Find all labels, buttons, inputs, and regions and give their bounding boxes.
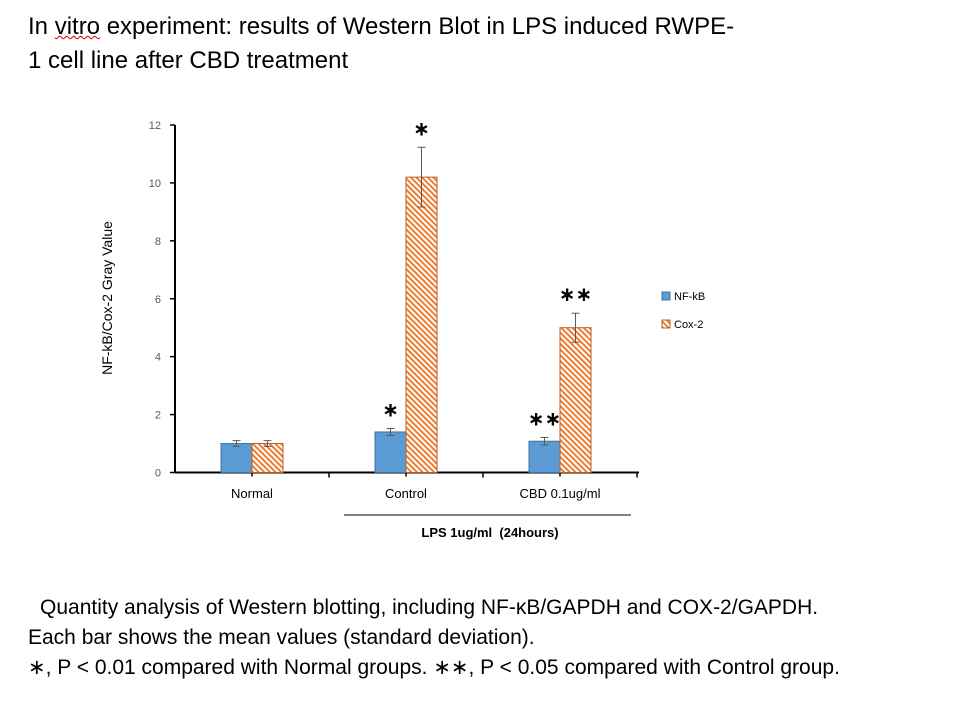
title-line-2: 1 cell line after CBD treatment bbox=[28, 47, 349, 74]
legend-swatch bbox=[661, 319, 671, 329]
y-tick-label: 6 bbox=[155, 294, 161, 306]
significance-marker: ∗∗ bbox=[528, 406, 562, 430]
bar-nf-kb bbox=[374, 431, 407, 474]
caption-line-3: ∗, P < 0.01 compared with Normal groups.… bbox=[28, 656, 840, 679]
y-axis-label: NF-kB/Cox-2 Gray Value bbox=[99, 221, 115, 375]
legend-swatch bbox=[661, 291, 671, 301]
x-tick-label: Control bbox=[385, 486, 427, 501]
caption-line-1: Quantity analysis of Western blotting, i… bbox=[40, 596, 819, 619]
legend-label: Cox-2 bbox=[674, 319, 703, 331]
y-tick-label: 0 bbox=[155, 468, 161, 480]
title-line-1: In vitro experiment: results of Western … bbox=[28, 10, 928, 44]
bar-cox-2 bbox=[405, 176, 438, 473]
slide-title: In vitro experiment: results of Western … bbox=[28, 10, 928, 78]
y-tick-label: 2 bbox=[155, 410, 161, 422]
y-tick-label: 12 bbox=[149, 120, 161, 132]
y-tick-label: 8 bbox=[155, 236, 161, 248]
legend-label: NF-kB bbox=[674, 291, 705, 303]
bar-cox-2 bbox=[559, 327, 592, 474]
x-tick-label: CBD 0.1ug/ml bbox=[520, 486, 601, 501]
significance-marker: ∗ bbox=[413, 116, 430, 140]
caption-line-2: Each bar shows the mean values (standard… bbox=[28, 626, 535, 649]
title-text: In bbox=[28, 13, 55, 40]
significance-marker: ∗∗ bbox=[559, 282, 593, 306]
bar-nf-kb bbox=[220, 443, 253, 473]
title-text: experiment: results of Western Blot in L… bbox=[100, 13, 735, 40]
group-label: LPS 1ug/ml (24hours) bbox=[421, 525, 558, 540]
significance-marker: ∗ bbox=[382, 397, 399, 421]
title-misspelled-word: vitro bbox=[54, 13, 101, 40]
x-tick-label: Normal bbox=[231, 486, 273, 501]
y-tick-label: 10 bbox=[149, 178, 161, 190]
y-tick-label: 4 bbox=[155, 352, 161, 364]
bar-cox-2 bbox=[251, 443, 284, 473]
figure-caption: Quantity analysis of Western blotting, i… bbox=[28, 593, 968, 683]
bar-nf-kb bbox=[528, 440, 561, 474]
